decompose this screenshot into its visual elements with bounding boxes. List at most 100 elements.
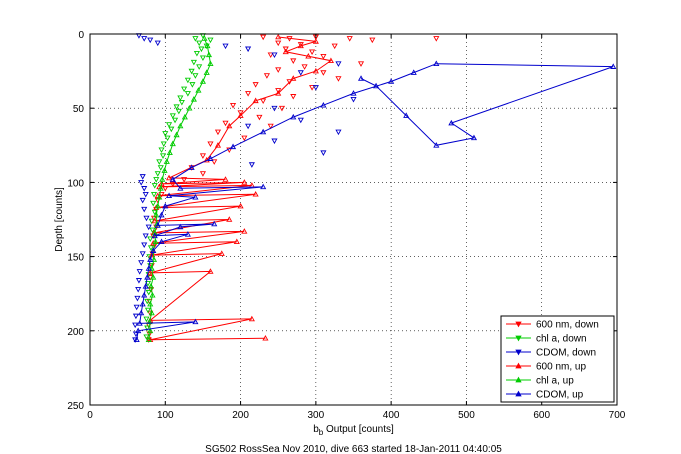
- data-point: [142, 233, 149, 240]
- data-point: [335, 76, 342, 82]
- data-point: [177, 223, 184, 230]
- data-point: [139, 251, 146, 257]
- data-point: [278, 105, 286, 112]
- data-point: [139, 197, 146, 204]
- data-point: [290, 58, 297, 64]
- series-4: [145, 35, 214, 342]
- data-point: [146, 331, 153, 337]
- legend-marker: [515, 321, 522, 328]
- data-point: [169, 140, 176, 147]
- legend-item: 600 nm, up: [506, 362, 586, 373]
- data-point: [198, 46, 205, 53]
- data-point: [327, 57, 334, 64]
- data-point: [410, 69, 417, 75]
- data-point: [309, 85, 316, 91]
- y-axis-label: Depth [counts]: [54, 187, 65, 252]
- data-point: [271, 52, 278, 59]
- data-point: [201, 35, 208, 41]
- data-point: [297, 42, 304, 48]
- data-point: [160, 141, 167, 148]
- data-point: [610, 63, 617, 69]
- data-point: [203, 69, 210, 75]
- data-point: [190, 59, 197, 66]
- data-point: [166, 149, 173, 156]
- data-point: [147, 327, 154, 334]
- data-point: [263, 73, 270, 79]
- data-point: [192, 194, 199, 200]
- data-point: [267, 52, 274, 59]
- axes-box: [89, 33, 618, 406]
- x-axis-label-main: b: [313, 424, 319, 435]
- series-2: [132, 33, 357, 343]
- data-point: [312, 85, 319, 91]
- x-tick-label: 700: [609, 410, 626, 421]
- data-point: [275, 88, 282, 94]
- data-point: [154, 222, 161, 228]
- data-point: [260, 34, 267, 41]
- ticks: 0 100 200 300 400 500 600 700 0 50 100 150 200 250: [67, 30, 625, 421]
- data-point: [241, 135, 248, 142]
- legend-label: chl a, down: [536, 334, 587, 345]
- x-tick-label: 100: [157, 410, 174, 421]
- data-point: [271, 138, 278, 145]
- data-point: [135, 286, 142, 293]
- data-point: [145, 289, 152, 296]
- data-point: [205, 51, 213, 58]
- data-point: [309, 49, 316, 56]
- data-point: [149, 227, 156, 234]
- data-point: [297, 117, 304, 124]
- data-point: [199, 153, 206, 159]
- data-point: [150, 274, 157, 280]
- data-point: [233, 238, 240, 245]
- data-point: [150, 200, 157, 207]
- data-point: [184, 91, 191, 97]
- data-point: [189, 82, 196, 88]
- data-point: [320, 70, 327, 76]
- data-point: [147, 256, 154, 262]
- data-point: [145, 265, 152, 271]
- data-point: [145, 336, 152, 342]
- data-point: [147, 236, 154, 243]
- data-point: [335, 61, 342, 67]
- data-point: [138, 180, 145, 186]
- y-tick-label: 150: [67, 253, 84, 264]
- data-point: [156, 159, 163, 165]
- data-point: [184, 77, 191, 84]
- data-point: [151, 217, 158, 224]
- data-point: [357, 75, 365, 81]
- data-point: [357, 61, 365, 67]
- data-point: [226, 216, 233, 222]
- data-point: [297, 42, 304, 49]
- data-point: [275, 40, 282, 47]
- data-point: [275, 90, 282, 96]
- data-point: [271, 105, 278, 112]
- data-point: [207, 37, 214, 44]
- data-point: [290, 75, 297, 81]
- data-point: [275, 67, 282, 73]
- x-axis-label-sub: b: [319, 428, 324, 437]
- data-point: [178, 99, 185, 106]
- data-point: [252, 97, 259, 104]
- data-point: [188, 164, 195, 170]
- data-point: [305, 53, 312, 59]
- data-point: [150, 191, 158, 198]
- data-point: [229, 102, 237, 109]
- legend-marker: [515, 390, 522, 397]
- data-point: [369, 37, 376, 44]
- data-point: [196, 64, 203, 70]
- data-point: [335, 129, 342, 136]
- data-point: [177, 185, 184, 191]
- data-point: [139, 300, 146, 307]
- data-point: [154, 171, 161, 177]
- data-point: [207, 268, 214, 274]
- data-point: [143, 316, 150, 323]
- data-point: [207, 141, 214, 148]
- data-point: [165, 174, 173, 181]
- legend-label: CDOM, up: [536, 390, 584, 401]
- data-point: [470, 134, 478, 141]
- data-point: [148, 309, 155, 316]
- data-point: [181, 113, 188, 120]
- data-point: [151, 232, 158, 239]
- legend-item: CDOM, down: [506, 348, 596, 359]
